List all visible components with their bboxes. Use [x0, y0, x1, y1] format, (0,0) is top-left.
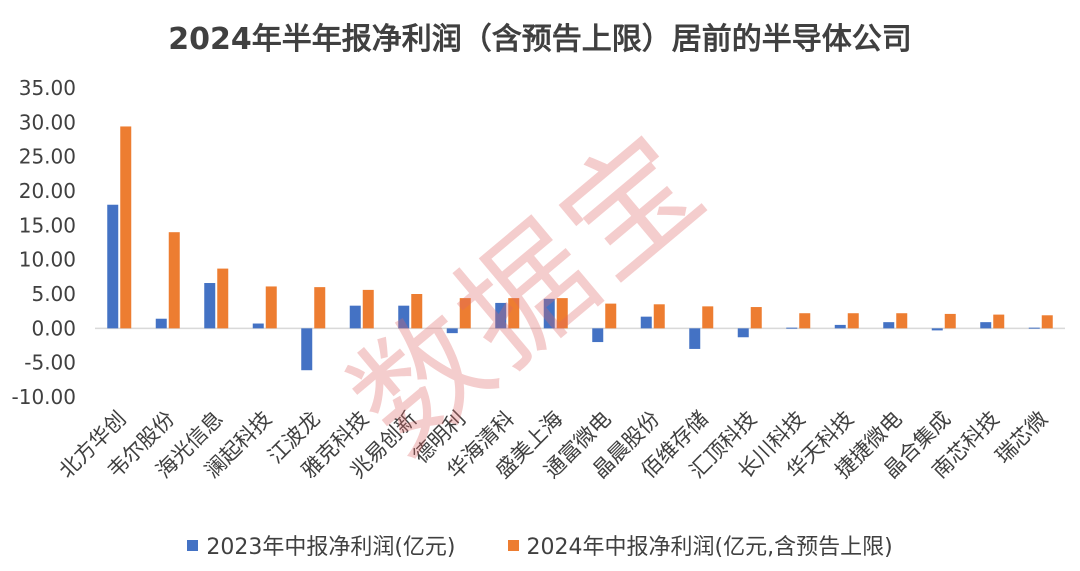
- legend-label-2024: 2024年中报净利润(亿元,含预告上限): [526, 535, 893, 560]
- bar-2024: [362, 289, 374, 329]
- bar-2024: [314, 287, 326, 329]
- bar-2024: [556, 298, 568, 329]
- bar-2023: [737, 328, 749, 338]
- y-tick-label: 30.00: [19, 110, 76, 134]
- bar-2023: [543, 298, 555, 329]
- y-tick-label: -5.00: [24, 351, 76, 375]
- y-tick-label: 5.00: [31, 282, 76, 306]
- y-tick-label: 10.00: [19, 248, 76, 272]
- bar-2024: [1041, 315, 1053, 329]
- legend-swatch-2023: [187, 539, 199, 551]
- bar-2024: [993, 314, 1005, 329]
- legend: 2023年中报净利润(亿元) 2024年中报净利润(亿元,含预告上限): [0, 529, 1080, 561]
- legend-swatch-2024: [507, 539, 519, 551]
- bar-2023: [883, 322, 895, 329]
- bar-2023: [980, 322, 992, 329]
- y-tick-label: 15.00: [19, 213, 76, 237]
- bar-2024: [799, 313, 811, 329]
- y-tick-label: 20.00: [19, 179, 76, 203]
- bar-2024: [896, 313, 908, 329]
- bar-2023: [252, 323, 264, 329]
- bar-2023: [1028, 327, 1040, 329]
- y-tick-label: -10.00: [12, 385, 76, 409]
- bar-2024: [847, 313, 859, 329]
- legend-item-2024: 2024年中报净利润(亿元,含预告上限): [507, 529, 893, 561]
- bar-2024: [120, 126, 132, 329]
- bar-2023: [301, 328, 313, 371]
- chart-title: 2024年半年报净利润（含预告上限）居前的半导体公司: [168, 22, 912, 57]
- bar-2023: [446, 328, 458, 334]
- bar-2023: [834, 324, 846, 329]
- bar-2024: [508, 298, 520, 329]
- bar-2024: [944, 313, 956, 329]
- bar-2024: [411, 294, 423, 329]
- y-tick-label: 25.00: [19, 145, 76, 169]
- bar-2024: [459, 298, 471, 329]
- bar-2023: [155, 318, 167, 329]
- bar-2023: [495, 302, 507, 329]
- bar-2023: [786, 327, 798, 329]
- x-tick-label: 瑞芯微: [991, 407, 1053, 469]
- y-tick-label: 35.00: [19, 76, 76, 100]
- bar-2023: [592, 328, 604, 343]
- bar-2024: [217, 268, 229, 329]
- legend-item-2023: 2023年中报净利润(亿元): [187, 529, 456, 561]
- bar-2024: [605, 303, 617, 329]
- bar-2024: [702, 306, 714, 329]
- bar-2023: [204, 283, 216, 329]
- legend-label-2023: 2023年中报净利润(亿元): [206, 535, 456, 560]
- bar-2024: [168, 232, 180, 329]
- bar-2023: [689, 328, 701, 349]
- bar-2024: [265, 286, 277, 329]
- bar-2023: [398, 305, 410, 329]
- bar-2023: [640, 316, 652, 329]
- y-tick-label: 0.00: [31, 316, 76, 340]
- bar-2023: [931, 328, 943, 331]
- bar-2024: [750, 307, 762, 329]
- bar-2023: [349, 305, 361, 329]
- bar-2024: [653, 304, 665, 329]
- bar-2023: [107, 204, 119, 329]
